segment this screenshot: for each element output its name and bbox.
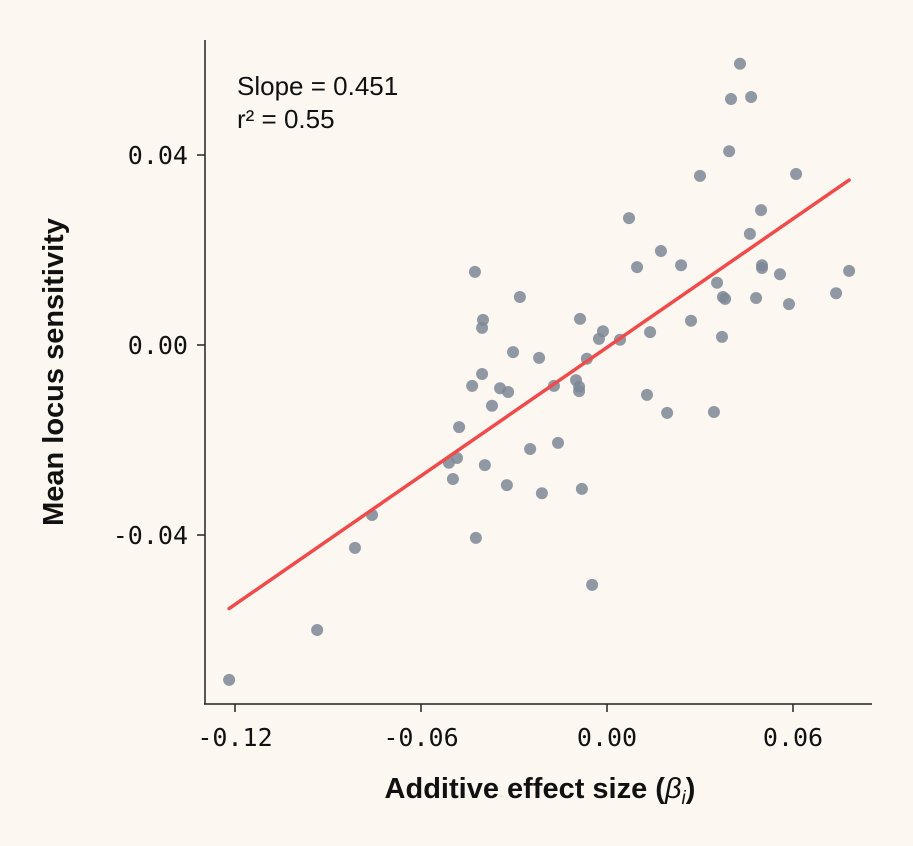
data-point-11 [476,367,489,380]
data-point-41 [661,406,674,419]
data-point-60 [782,298,795,311]
x-ticks: -0.12 -0.06 0.00 0.06 [197,704,823,752]
data-point-9 [466,379,479,392]
data-point-20 [513,291,526,304]
data-point-36 [623,212,636,225]
data-point-25 [552,436,565,449]
data-point-46 [711,276,724,289]
y-tick-label: 0.04 [128,141,188,170]
y-tick-label: 0.00 [128,331,188,360]
regression-line [227,178,851,611]
data-point-56 [755,204,768,217]
data-point-21 [524,443,537,456]
slope-annotation: Slope = 0.451 [237,71,398,101]
data-point-17 [500,479,513,492]
x-axis-label-subscript: i [682,788,687,809]
data-point-8 [453,421,466,434]
data-point-62 [830,287,843,300]
data-point-30 [575,482,588,495]
x-axis-label: Additive effect size (βi) [385,773,696,809]
data-point-37 [631,261,644,274]
data-point-53 [743,227,756,240]
data-point-23 [535,487,548,500]
data-point-59 [773,268,786,281]
data-point-28 [573,380,586,393]
data-point-43 [685,314,698,327]
data-point-58 [756,262,768,275]
y-axis-label: Mean locus sensitivity [38,218,70,526]
data-point-44 [694,169,706,182]
data-point-50 [723,145,736,158]
x-tick-label: -0.06 [383,723,458,752]
data-point-47 [716,330,729,343]
data-point-52 [733,57,746,70]
points-layer [223,57,856,686]
x-axis-label-text: Additive effect size [385,773,648,805]
data-point-49 [719,292,732,305]
data-point-40 [654,244,667,257]
data-point-63 [843,264,856,277]
x-axis-label-symbol: β [664,773,682,805]
data-point-4 [469,531,482,544]
data-point-1 [311,624,324,636]
data-point-32 [586,578,599,591]
data-point-39 [644,326,657,339]
data-point-18 [502,386,515,399]
x-tick-label: -0.12 [197,723,272,752]
data-point-51 [725,92,737,105]
data-point-2 [348,541,361,554]
data-point-34 [596,325,609,338]
data-point-6 [446,472,459,485]
y-tick-label: -0.04 [113,521,188,550]
data-point-29 [574,312,587,325]
data-point-61 [790,168,803,180]
data-point-0 [223,673,236,686]
data-point-10 [468,265,481,278]
data-point-22 [533,351,546,364]
data-point-54 [745,91,758,104]
data-point-42 [675,259,688,272]
data-point-55 [750,291,763,304]
x-tick-label: 0.00 [577,723,637,752]
data-point-14 [478,459,491,472]
x-tick-label: 0.06 [763,723,823,752]
y-ticks: -0.04 0.00 0.04 [113,141,205,550]
data-point-13 [477,313,489,326]
data-point-19 [507,346,520,359]
r2-annotation: r² = 0.55 [237,104,335,134]
data-point-15 [485,399,498,412]
data-point-38 [640,388,653,401]
data-point-45 [707,405,720,418]
